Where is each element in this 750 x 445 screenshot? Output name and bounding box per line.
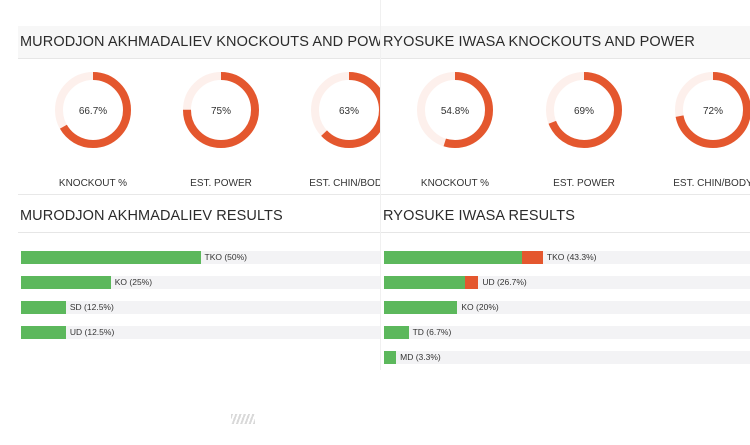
- ko-power-title: RYOSUKE IWASA KNOCKOUTS AND POWER: [383, 34, 695, 50]
- results-header: MURODJON AKHMADALIEV RESULTS: [18, 200, 380, 233]
- bar-track: [384, 351, 750, 364]
- donut-row: 54.8% KNOCKOUT % 69% EST. POWER 72% EST.…: [381, 60, 750, 190]
- results-header: RYOSUKE IWASA RESULTS: [381, 200, 750, 233]
- result-bar-row: UD (12.5%): [21, 326, 380, 339]
- donut-arc: [183, 72, 259, 148]
- donut-row: 66.7% KNOCKOUT % 75% EST. POWER 63% EST.…: [18, 60, 380, 190]
- donut-label: EST. CHIN/BODY: [309, 178, 380, 189]
- bar-fill: [384, 276, 479, 289]
- bar-label: KO (20%): [461, 302, 499, 312]
- divider: [381, 194, 750, 195]
- bar-segment-green: [384, 301, 458, 314]
- result-bar-row: KO (25%): [21, 276, 380, 289]
- donut-power: 69% EST. POWER: [519, 70, 649, 190]
- bar-track: [384, 301, 750, 314]
- donut-value: 54.8%: [441, 106, 469, 117]
- result-bar-row: KO (20%): [384, 301, 750, 314]
- bar-fill: [21, 276, 111, 289]
- results-bars: TKO (50%) KO (25%) SD (12.5%) UD (12.5%): [21, 251, 380, 351]
- bar-fill: [384, 301, 458, 314]
- results-bars: TKO (43.3%) UD (26.7%) KO (20%) TD (6.7%) MD…: [384, 251, 750, 376]
- ko-power-header: MURODJON AKHMADALIEV KNOCKOUTS AND POWER: [18, 26, 403, 59]
- results-title: MURODJON AKHMADALIEV RESULTS: [20, 208, 283, 224]
- bar-fill: [21, 326, 66, 339]
- donut-arc: [55, 72, 131, 148]
- bar-fill: [384, 251, 543, 264]
- bar-segment-green: [21, 276, 111, 289]
- donut-value: 75%: [211, 106, 231, 117]
- iwasa-panel: RYOSUKE IWASA KNOCKOUTS AND POWER 54.8% …: [380, 0, 750, 370]
- bar-segment-green: [21, 301, 66, 314]
- bar-fill: [384, 326, 409, 339]
- donut-power: 75% EST. POWER: [156, 70, 286, 190]
- bar-segment-green: [21, 326, 66, 339]
- donut-label: EST. CHIN/BODY: [673, 178, 750, 189]
- bar-track: [21, 301, 380, 314]
- bar-segment-green: [384, 251, 522, 264]
- result-bar-row: TD (6.7%): [384, 326, 750, 339]
- donut-knockout-chart: 66.7%: [55, 72, 131, 148]
- result-bar-row: TKO (50%): [21, 251, 380, 264]
- bar-fill: [21, 251, 201, 264]
- bar-fill: [21, 301, 66, 314]
- donut-knockout: 54.8% KNOCKOUT %: [390, 70, 520, 190]
- bar-label: UD (26.7%): [482, 277, 527, 287]
- bar-segment-red: [465, 276, 479, 289]
- akhmadaliev-panel: MURODJON AKHMADALIEV KNOCKOUTS AND POWER…: [18, 0, 403, 370]
- donut-power-chart: 75%: [183, 72, 259, 148]
- bar-segment-green: [21, 251, 201, 264]
- donut-knockout-chart: 54.8%: [417, 72, 493, 148]
- bar-label: UD (12.5%): [69, 327, 115, 337]
- donut-chin-body: 72% EST. CHIN/BODY: [648, 70, 750, 190]
- bar-segment-green: [384, 326, 409, 339]
- donut-chin-body-chart: 72%: [675, 72, 750, 148]
- donut-label: KNOCKOUT %: [58, 178, 128, 189]
- watermark-mark: [231, 414, 255, 424]
- bar-label: TKO (43.3%): [546, 252, 597, 262]
- donut-arc: [417, 72, 493, 148]
- donut-arc: [311, 72, 380, 148]
- donut-chin-body-chart: 63%: [311, 72, 380, 148]
- divider: [18, 194, 380, 195]
- result-bar-row: TKO (43.3%): [384, 251, 750, 264]
- bar-segment-green: [384, 351, 397, 364]
- bar-track: [21, 276, 380, 289]
- bar-label: TKO (50%): [204, 252, 248, 262]
- bar-label: TD (6.7%): [412, 327, 452, 337]
- result-bar-row: UD (26.7%): [384, 276, 750, 289]
- donut-chin-body: 63% EST. CHIN/BODY: [284, 70, 380, 190]
- donut-value: 63%: [339, 106, 359, 117]
- ko-power-title: MURODJON AKHMADALIEV KNOCKOUTS AND POWER: [20, 34, 403, 50]
- donut-value: 72%: [703, 106, 723, 117]
- bar-label: MD (3.3%): [400, 352, 441, 362]
- donut-value: 66.7%: [79, 106, 107, 117]
- donut-label: KNOCKOUT %: [420, 178, 490, 189]
- results-title: RYOSUKE IWASA RESULTS: [383, 208, 575, 224]
- donut-arc: [675, 72, 750, 148]
- donut-value: 69%: [574, 106, 594, 117]
- donut-label: EST. POWER: [553, 178, 615, 189]
- result-bar-row: SD (12.5%): [21, 301, 380, 314]
- ko-power-header: RYOSUKE IWASA KNOCKOUTS AND POWER: [381, 26, 750, 59]
- bar-fill: [384, 351, 397, 364]
- bar-segment-green: [384, 276, 466, 289]
- donut-arc: [546, 72, 622, 148]
- donut-label: EST. POWER: [190, 178, 252, 189]
- bar-label: KO (25%): [114, 277, 153, 287]
- result-bar-row: MD (3.3%): [384, 351, 750, 364]
- bar-segment-red: [521, 251, 543, 264]
- donut-knockout: 66.7% KNOCKOUT %: [28, 70, 158, 190]
- bar-label: SD (12.5%): [69, 302, 114, 312]
- bar-track: [21, 326, 380, 339]
- donut-power-chart: 69%: [546, 72, 622, 148]
- bar-track: [384, 326, 750, 339]
